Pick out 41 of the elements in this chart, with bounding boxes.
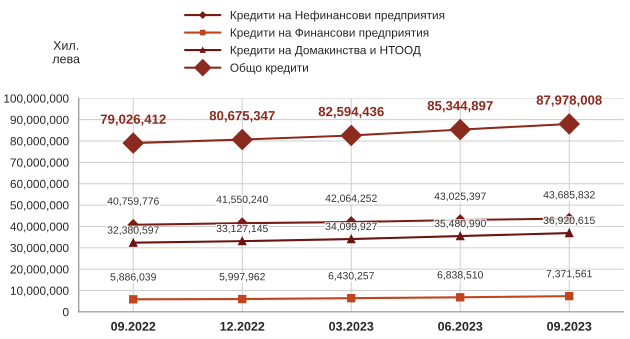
y-tick-label: 90,000,000: [10, 116, 69, 126]
data-label: 43,685,832: [543, 191, 595, 200]
data-label: 35,480,990: [434, 220, 486, 228]
x-tick-label: 03.2023: [329, 322, 374, 331]
data-label: 42,064,252: [325, 194, 377, 204]
data-label: 87,978,008: [536, 95, 602, 107]
data-label: 40,759,776: [107, 197, 159, 206]
data-label: 6,430,257: [328, 272, 374, 281]
data-label: 7,371,561: [546, 270, 592, 279]
y-tick-label: 50,000,000: [10, 201, 69, 211]
data-label: 80,675,347: [210, 110, 275, 122]
data-label: 33,127,145: [216, 224, 268, 234]
y-tick-label: 80,000,000: [10, 137, 69, 147]
data-label: 82,594,436: [318, 106, 384, 118]
data-label: 6,838,510: [438, 271, 483, 280]
data-label: 34,099,927: [326, 222, 377, 232]
legend-label: Кредити на Финансови предприятия: [230, 28, 428, 40]
y-tick-label: 10,000,000: [10, 286, 69, 296]
data-label: 5,997,962: [219, 272, 265, 282]
x-tick-label: 09.2022: [111, 322, 156, 331]
data-label: 32,380,597: [108, 226, 159, 235]
data-label: 43,025,397: [434, 192, 486, 202]
y-axis-title: Хил. лева: [52, 41, 80, 64]
x-tick-label: 12.2022: [220, 322, 264, 331]
y-tick-label: 30,000,000: [10, 244, 69, 254]
y-tick-label: 60,000,000: [10, 180, 69, 190]
y-tick-label: 20,000,000: [10, 265, 69, 275]
legend-label: Кредити на Домакинства и НТООД: [230, 46, 421, 57]
data-label: 5,886,039: [110, 273, 156, 282]
legend-label: Кредити на Нефинансови предприятия: [230, 10, 444, 22]
legend-label: Общо кредити: [230, 63, 308, 74]
data-label: 85,344,897: [428, 100, 493, 112]
x-tick-label: 06.2023: [438, 322, 482, 331]
y-tick-label: 0: [62, 308, 69, 316]
data-label: 36,920,615: [544, 216, 595, 226]
x-tick-label: 09.2023: [547, 322, 592, 331]
data-label: 41,550,240: [216, 196, 268, 204]
y-tick-label: 40,000,000: [10, 222, 69, 232]
y-tick-label: 100,000,000: [4, 94, 69, 104]
y-tick-label: 70,000,000: [10, 158, 69, 168]
data-label: 79,026,412: [100, 114, 166, 126]
